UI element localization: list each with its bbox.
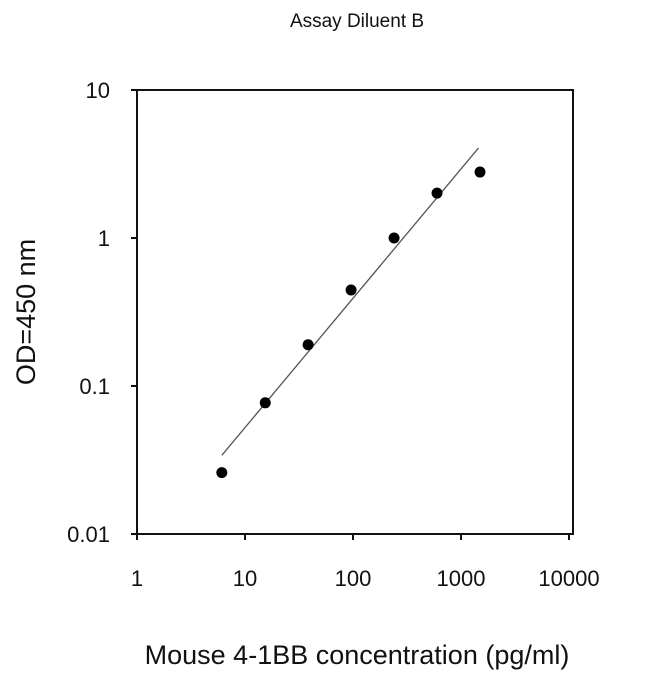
x-axis: 1 10 100 1000 10000 xyxy=(131,534,600,591)
data-point xyxy=(216,467,228,479)
data-point xyxy=(388,232,400,244)
plot-border xyxy=(136,89,574,535)
y-tick-label: 0.01 xyxy=(67,522,110,547)
data-point xyxy=(302,339,314,351)
y-tick-label: 0.1 xyxy=(79,374,110,399)
plot-frame xyxy=(136,89,574,535)
data-point xyxy=(431,187,443,199)
y-tick-label: 10 xyxy=(86,78,110,103)
x-tick-label: 10 xyxy=(233,566,257,591)
y-axis: 0.01 0.1 1 10 xyxy=(67,78,137,547)
x-axis-label: Mouse 4-1BB concentration (pg/ml) xyxy=(145,640,570,670)
chart-title: Assay Diluent B xyxy=(290,11,424,32)
x-tick-label: 1 xyxy=(131,566,143,591)
x-tick-label: 10000 xyxy=(538,566,599,591)
x-tick-label: 100 xyxy=(335,566,372,591)
x-tick-label: 1000 xyxy=(437,566,486,591)
data-point xyxy=(259,397,271,409)
y-tick-label: 1 xyxy=(98,226,110,251)
data-points xyxy=(216,166,486,479)
data-point xyxy=(474,166,486,178)
y-axis-label: OD=450 nm xyxy=(11,239,41,385)
data-point xyxy=(345,284,357,296)
